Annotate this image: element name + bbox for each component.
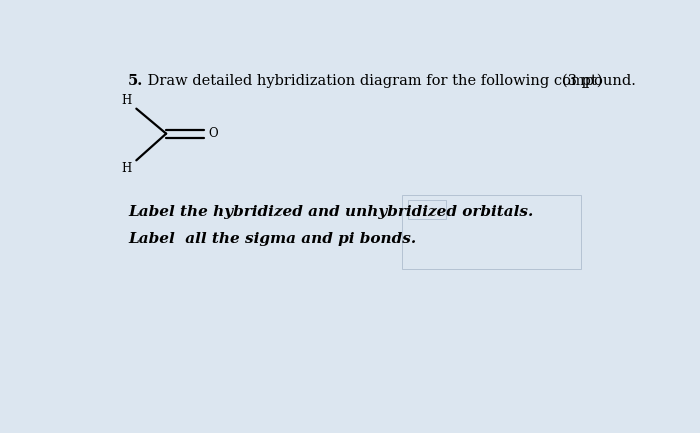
Text: O: O	[209, 127, 218, 140]
Text: Label  all the sigma and pi bonds.: Label all the sigma and pi bonds.	[128, 232, 416, 246]
Text: (3 pt): (3 pt)	[562, 74, 603, 88]
Bar	[402, 195, 581, 268]
Bar	[407, 200, 445, 219]
Text: 5.: 5.	[128, 74, 144, 87]
Text: Label the hybridized and unhybridized orbitals.: Label the hybridized and unhybridized or…	[128, 205, 533, 220]
Text: Draw detailed hybridization diagram for the following compound.: Draw detailed hybridization diagram for …	[144, 74, 636, 87]
Text: H: H	[122, 94, 132, 107]
Text: H: H	[122, 162, 132, 175]
